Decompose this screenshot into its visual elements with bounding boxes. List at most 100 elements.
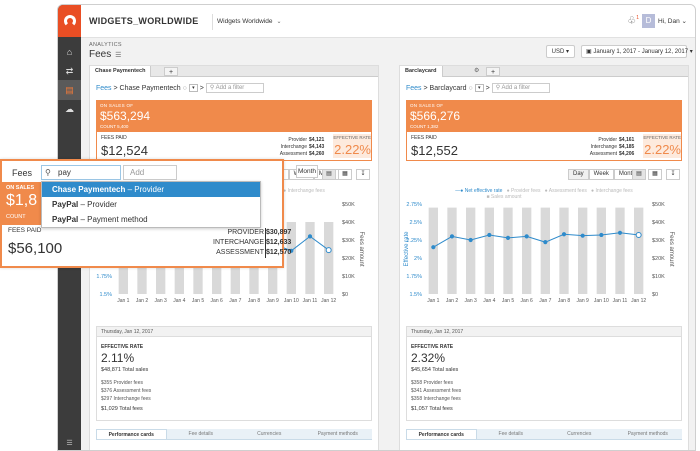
filter-search-input[interactable]: ⚲ pay [41, 165, 121, 180]
overlay-breakdown-labels: PROVIDER INTERCHANGE ASSESSMENT [182, 228, 264, 258]
analytics-icon[interactable]: ▤ [58, 80, 81, 100]
info-icon[interactable]: ○ [182, 84, 187, 92]
bar-chart-icon[interactable]: ▤ [322, 169, 336, 180]
detail-rate-value: 2.32% [411, 351, 446, 365]
add-filter-placeholder: Add a filter [215, 85, 245, 91]
tab-payment-methods[interactable]: Payment methods [627, 431, 668, 437]
sales-bar [324, 222, 334, 294]
fees-label: FEES PAID [101, 135, 127, 141]
sales-bar [305, 222, 315, 294]
fees-chart-right: $0 $10K $20K $30K $40K $50K 1.5% 1.75% 2% 2.25% 2.… [404, 202, 674, 304]
add-filter-input[interactable]: ⚲ Add a filter [491, 83, 550, 93]
overlay-month-button[interactable]: Month [296, 165, 318, 178]
sales-bar [540, 207, 550, 294]
breadcrumb-root[interactable]: Fees [96, 84, 112, 92]
detail-total-sales: $45,654 Total sales [411, 367, 459, 373]
home-icon[interactable]: ⌂ [66, 47, 73, 57]
table-icon[interactable]: ▦ [338, 169, 352, 180]
download-icon[interactable]: ↧ [356, 169, 370, 180]
provider-label: Provider [598, 137, 617, 143]
tab-fee-details[interactable]: Fee details [188, 431, 213, 437]
rate-point [580, 233, 585, 238]
cloud-download-icon[interactable]: ☁ [65, 103, 74, 114]
x-tick-label: Jan 8 [558, 298, 570, 304]
view-day-button[interactable]: Day [568, 169, 589, 180]
menu-icon[interactable]: ☰ [113, 52, 122, 59]
sales-bar [466, 207, 476, 294]
suggestion-chase-provider[interactable]: Chase Paymentech – Provider [42, 182, 260, 197]
notification-count: 1 [636, 15, 639, 21]
add-filter-placeholder: Add a filter [501, 85, 531, 91]
sales-count: COUNT 1,382 [410, 124, 439, 129]
avatar[interactable]: D [642, 14, 655, 28]
table-icon[interactable]: ▦ [648, 169, 662, 180]
x-tick-label: Jan 12 [631, 298, 646, 304]
tab-performance-cards[interactable]: Performance cards [96, 429, 167, 439]
tab-currencies[interactable]: Currencies [257, 431, 282, 437]
tab-barclaycard[interactable]: Barclaycard [400, 66, 443, 77]
logo-icon[interactable] [58, 5, 81, 37]
add-tab-button[interactable]: + [164, 67, 178, 76]
overlay-separator [265, 228, 266, 258]
download-icon[interactable]: ↧ [666, 169, 680, 180]
bar-chart-icon[interactable]: ▤ [632, 169, 646, 180]
y-left-tick: 2% [414, 256, 422, 262]
overlay-provider-label: PROVIDER [227, 229, 264, 236]
suggestion-paypal-method[interactable]: PayPal – Payment method [42, 212, 260, 227]
currency-select[interactable]: USD ▾ [545, 45, 575, 58]
sales-label: ON SALES OF [100, 103, 134, 108]
rate-point [561, 232, 567, 237]
rate-point [468, 237, 473, 243]
detail-card: Thursday, Jan 12, 2017 EFFECTIVE RATE 2.… [406, 326, 682, 421]
chart-legend: —● Net effective rate ● Provider fees ● … [400, 188, 688, 200]
overlay-sales-count: COUNT [6, 214, 26, 220]
transfer-icon[interactable]: ⇄ [65, 65, 74, 76]
detail-card: Thursday, Jan 12, 2017 EFFECTIVE RATE 2.… [96, 326, 372, 421]
bottom-tabs: Performance cards Fee details Currencies… [96, 429, 372, 440]
chevron-down-icon: ⌄ [276, 19, 282, 25]
rate-point [543, 240, 548, 245]
sales-bar [634, 207, 644, 294]
tab-payment-methods[interactable]: Payment methods [317, 431, 358, 437]
add-tab-button[interactable]: + [486, 67, 500, 76]
breadcrumb-root[interactable]: Fees [406, 84, 422, 92]
tab-currencies[interactable]: Currencies [567, 431, 592, 437]
breadcrumb: Fees > Chase Paymentech ○ ▾ > ⚲ Add a filt… [96, 83, 264, 93]
y-right-axis-label: Fees amount [668, 231, 674, 266]
gear-icon[interactable]: ⚙ [474, 68, 480, 74]
overlay-breadcrumb-root[interactable]: Fees [12, 168, 33, 178]
view-week-button[interactable]: Week [588, 169, 614, 180]
org-selector[interactable]: Widgets Worldwide ⌄ [212, 14, 286, 30]
sales-bar [578, 207, 588, 294]
detail-assessment-fees: $376 Assessment fees [101, 388, 152, 394]
dropdown-toggle[interactable]: ▾ [474, 84, 484, 92]
brand-name: WIDGETS_WORLDWIDE [89, 16, 199, 26]
tab-fee-details[interactable]: Fee details [498, 431, 523, 437]
date-range-picker[interactable]: ▣ January 1, 2017 - January 12, 2017 ▾ [581, 45, 693, 58]
overlay-provider-value: $30,897 [266, 229, 292, 236]
suggestion-paypal-provider[interactable]: PayPal – Provider [42, 197, 260, 212]
bell-icon[interactable]: ♧1 [627, 15, 639, 27]
y-left-tick: 2.5% [409, 220, 422, 226]
x-tick-label: Jan 6 [521, 298, 533, 304]
collapse-menu-icon[interactable]: ☰ [58, 436, 81, 450]
tab-performance-cards[interactable]: Performance cards [406, 429, 477, 439]
sales-bar [522, 207, 532, 294]
info-icon[interactable]: ○ [468, 84, 473, 92]
overlay-sales-amount: $1,8 [6, 192, 38, 209]
user-menu[interactable]: Hi, Dan ⌄ [658, 18, 687, 25]
sales-bar [484, 207, 494, 294]
sales-bar [615, 207, 625, 294]
currency-label: USD [551, 49, 565, 55]
interchange-label: Interchange [280, 144, 307, 150]
add-filter-field[interactable]: Add [123, 165, 177, 180]
suggestion-name: PayPal [52, 215, 79, 224]
y-right-tick: $20K [652, 256, 665, 262]
section-label: ANALYTICS [89, 42, 122, 48]
tab-chase-paymentech[interactable]: Chase Paymentech [90, 66, 152, 77]
dropdown-toggle[interactable]: ▾ [188, 84, 198, 92]
overlay-interchange-value: $12,633 [266, 239, 292, 246]
add-filter-input[interactable]: ⚲ Add a filter [205, 83, 264, 93]
suggestion-name: Chase Paymentech [52, 185, 126, 194]
sales-bar [428, 207, 438, 294]
